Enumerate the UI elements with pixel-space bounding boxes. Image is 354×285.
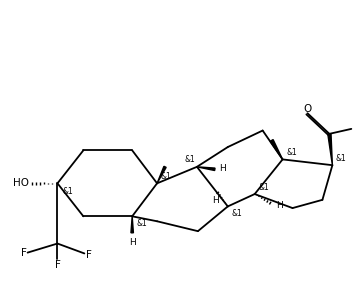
Polygon shape xyxy=(157,166,166,183)
Text: O: O xyxy=(303,104,312,114)
Text: F: F xyxy=(55,260,61,270)
Text: &1: &1 xyxy=(137,219,148,228)
Polygon shape xyxy=(197,167,215,170)
Text: H: H xyxy=(212,196,219,205)
Text: &1: &1 xyxy=(161,172,171,181)
Text: &1: &1 xyxy=(231,209,242,218)
Text: F: F xyxy=(86,250,91,260)
Polygon shape xyxy=(131,216,133,233)
Text: HO: HO xyxy=(13,178,29,188)
Polygon shape xyxy=(270,140,282,159)
Polygon shape xyxy=(328,134,332,165)
Text: &1: &1 xyxy=(184,156,195,164)
Text: &1: &1 xyxy=(258,183,269,192)
Text: H: H xyxy=(219,164,226,173)
Text: &1: &1 xyxy=(286,148,297,157)
Text: H: H xyxy=(276,201,282,210)
Text: F: F xyxy=(21,248,27,258)
Text: H: H xyxy=(129,237,136,247)
Text: &1: &1 xyxy=(336,154,347,163)
Text: &1: &1 xyxy=(63,187,74,196)
